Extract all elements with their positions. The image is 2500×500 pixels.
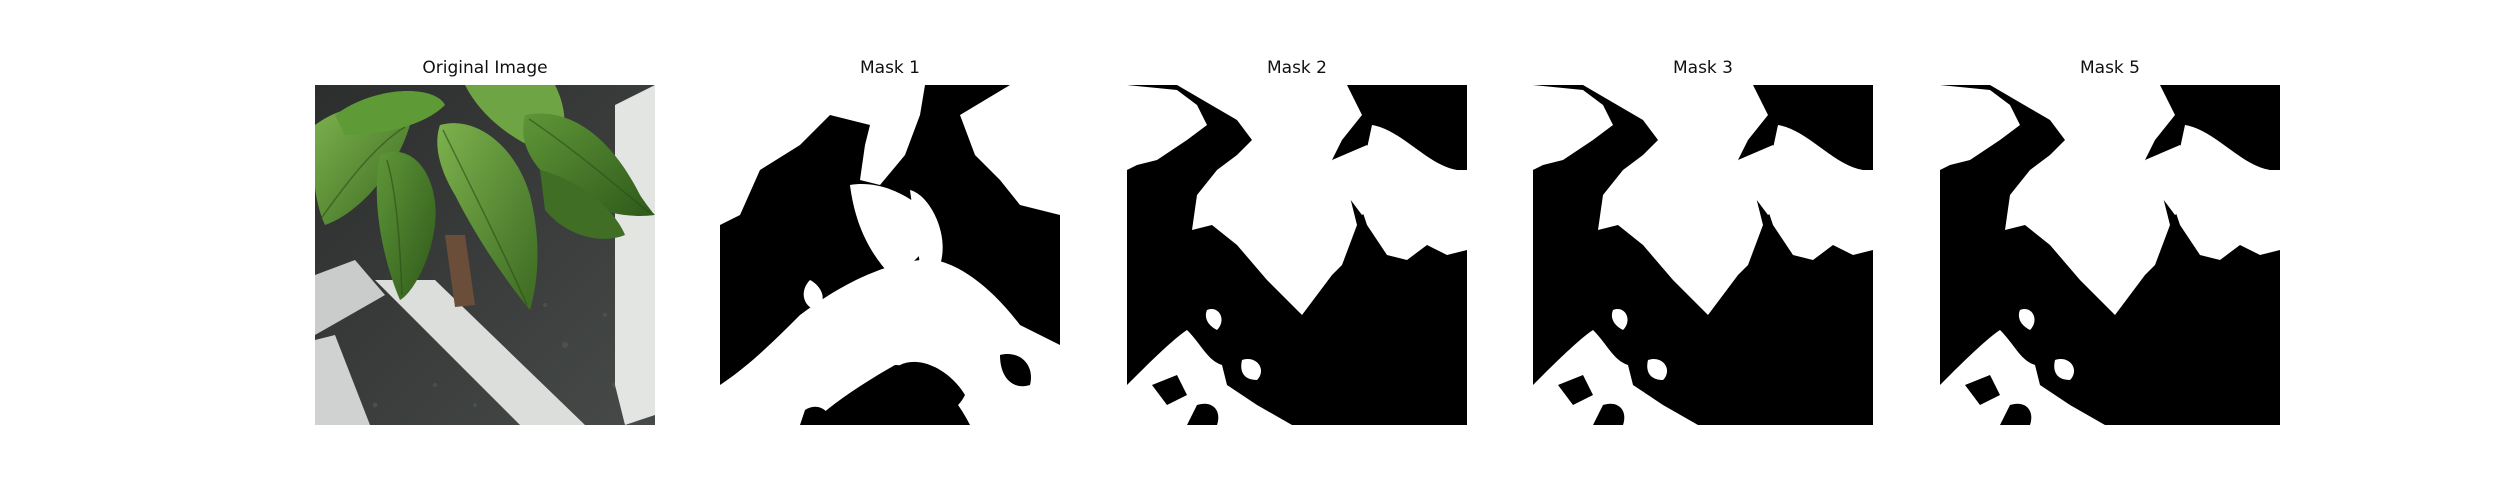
panel-title: Original Image <box>422 58 548 78</box>
mask-image-2 <box>1127 85 1467 425</box>
original-photo <box>315 85 655 425</box>
binary-mask-3-icon <box>1533 85 1873 425</box>
basil-plant-photo-icon <box>315 85 655 425</box>
panel-title: Mask 3 <box>1672 58 1733 78</box>
mask-image-5 <box>1940 85 2280 425</box>
panel-title: Mask 2 <box>1266 58 1327 78</box>
binary-mask-5-icon <box>1940 85 2280 425</box>
panel-title: Mask 1 <box>859 58 920 78</box>
panel-title: Mask 5 <box>2079 58 2140 78</box>
binary-mask-2-icon <box>1127 85 1467 425</box>
mask-image-1 <box>720 85 1060 425</box>
binary-mask-1-icon <box>720 85 1060 425</box>
mask-image-3 <box>1533 85 1873 425</box>
